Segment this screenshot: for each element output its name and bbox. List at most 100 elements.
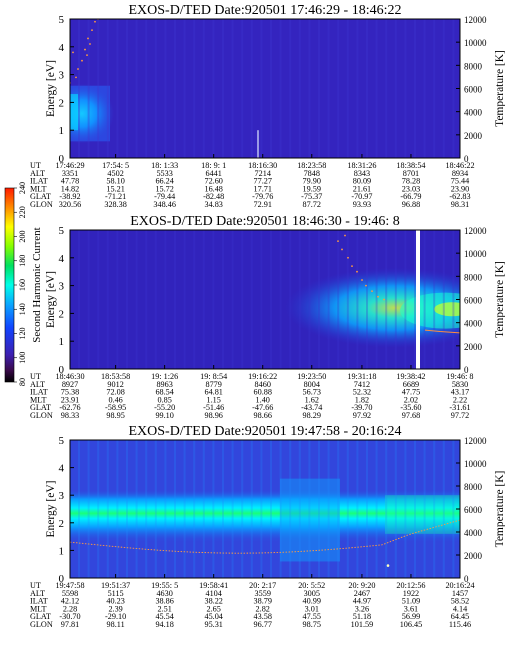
heatmap-intensity — [70, 83, 114, 144]
orbit-value: 23.90 — [451, 184, 469, 193]
orbit-value: -35.60 — [400, 403, 421, 412]
data-point — [383, 298, 385, 301]
orbit-value: 2.28 — [63, 604, 77, 613]
y-tick-label: 5 — [59, 435, 65, 447]
orbit-value: 1.62 — [305, 395, 319, 404]
row-label: ALT — [30, 380, 45, 389]
orbit-value: 18:23:58 — [297, 161, 326, 170]
panel-title: EXOS-D/TED Date:920501 19:47:58 - 20:16:… — [129, 424, 402, 439]
orbit-value: 20: 5:52 — [298, 581, 325, 590]
orbit-value: 47.55 — [303, 612, 321, 621]
orbit-value: 40.23 — [106, 597, 124, 606]
colorbar-tick-label: 120 — [18, 327, 27, 339]
data-point — [377, 295, 379, 298]
y-tick-label: 4 — [59, 463, 65, 475]
data-point — [365, 284, 367, 287]
orbit-value: 0.46 — [108, 395, 122, 404]
orbit-value: 7214 — [255, 169, 271, 178]
row-label: ILAT — [30, 388, 48, 397]
panel-1: EXOS-D/TED Date:920501 17:46:29 - 18:46:… — [30, 3, 505, 209]
orbit-value: 15.72 — [155, 184, 173, 193]
orbit-value: -62.76 — [59, 403, 80, 412]
orbit-value: 64.81 — [204, 388, 222, 397]
heatmap-background — [70, 19, 460, 158]
orbit-value: 43.17 — [451, 388, 469, 397]
orbit-value: 98.29 — [303, 411, 321, 420]
panel-title: EXOS-D/TED Date:920501 17:46:29 - 18:46:… — [129, 3, 402, 18]
data-point — [91, 29, 93, 32]
orbit-value: 98.66 — [254, 411, 272, 420]
orbit-value: 60.88 — [254, 388, 272, 397]
y-tick-label: 1 — [59, 125, 65, 137]
data-point — [386, 564, 390, 567]
colorbar-tick-label: 180 — [18, 255, 27, 267]
colorbar-tick-label: 200 — [18, 230, 27, 242]
colorbar: 240 220 200 180 160 140 120 100 80 Second Harmoni… — [4, 182, 43, 386]
orbit-value: 56.99 — [402, 612, 420, 621]
row-label: GLON — [30, 200, 53, 209]
y-tick-label: 5 — [59, 14, 65, 26]
y-right-tick-label: 4000 — [464, 319, 483, 329]
data-point — [341, 248, 343, 251]
data-point — [89, 43, 91, 45]
orbit-value: 19.59 — [303, 184, 321, 193]
y-tick-label: 4 — [59, 253, 65, 265]
orbit-value: 2.51 — [157, 604, 171, 613]
orbit-value: 8963 — [156, 380, 172, 389]
orbit-value: 23.03 — [402, 184, 420, 193]
data-point — [361, 279, 363, 281]
orbit-value: 5115 — [108, 589, 124, 598]
orbit-value: 1.40 — [256, 395, 270, 404]
colorbar-tick-label: 140 — [18, 303, 27, 315]
row-label: GLAT — [30, 403, 51, 412]
orbit-value: 21.61 — [353, 184, 371, 193]
orbit-value: 18:38:54 — [396, 161, 425, 170]
orbit-value: 34.83 — [204, 200, 222, 209]
orbit-value: 14.82 — [61, 184, 79, 193]
row-label: MLT — [30, 604, 47, 613]
orbit-value: 97.68 — [402, 411, 420, 420]
orbit-value: 64.45 — [451, 612, 469, 621]
orbit-value: 18:53:58 — [101, 372, 130, 381]
orbit-value: -38.92 — [59, 192, 80, 201]
orbit-value: 16.48 — [204, 184, 222, 193]
orbit-value: 43.58 — [254, 612, 272, 621]
orbit-value: 4630 — [156, 589, 172, 598]
data-point — [356, 270, 358, 273]
colorbar-tick-label: 100 — [18, 352, 27, 364]
orbit-value: 51.09 — [402, 597, 420, 606]
orbit-value: 47.78 — [61, 177, 79, 186]
data-gap — [416, 230, 420, 369]
y-right-tick-label: 2000 — [464, 342, 483, 352]
orbit-value: 3.26 — [355, 604, 369, 613]
y-right-tick-label: 10000 — [464, 459, 487, 469]
y-tick-label: 3 — [59, 490, 65, 502]
y-right-axis-label: Temperature [K] — [494, 471, 505, 548]
orbit-value: 15.21 — [106, 184, 124, 193]
y-tick-label: 5 — [59, 225, 65, 237]
orbit-value: 98.33 — [61, 411, 79, 420]
y-right-tick-label: 12000 — [464, 15, 487, 25]
data-point — [84, 48, 86, 51]
orbit-value: -79.76 — [252, 192, 273, 201]
orbit-value: 97.72 — [451, 411, 469, 420]
orbit-value: 1.82 — [355, 395, 369, 404]
orbit-value: 94.18 — [155, 620, 173, 629]
orbit-value: 72.91 — [254, 200, 272, 209]
orbit-value: 2.39 — [108, 604, 122, 613]
y-tick-label: 3 — [59, 281, 65, 293]
data-point — [72, 51, 74, 54]
orbit-value: 115.46 — [449, 620, 471, 629]
heatmap-area — [70, 230, 460, 369]
orbit-value: 45.54 — [155, 612, 173, 621]
y-right-tick-label: 2000 — [464, 131, 483, 141]
orbit-value: 19:47:58 — [55, 581, 84, 590]
orbit-value: 38.22 — [204, 597, 222, 606]
orbit-value: 17:54: 5 — [102, 161, 129, 170]
row-label: UT — [30, 161, 41, 170]
orbit-value: 18:46:30 — [55, 372, 84, 381]
y-tick-label: 0 — [59, 364, 65, 376]
orbit-value: 95.31 — [204, 620, 222, 629]
orbit-value: 17:46:29 — [55, 161, 84, 170]
orbit-value: 2.02 — [404, 395, 418, 404]
